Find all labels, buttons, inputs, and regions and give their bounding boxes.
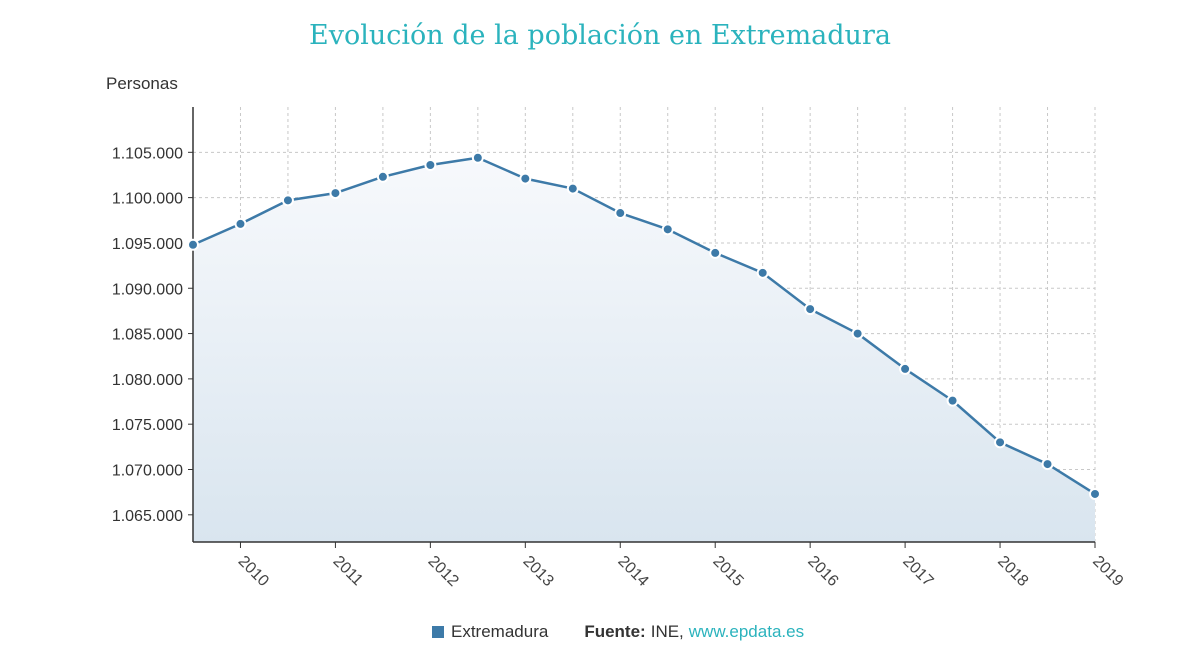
data-point[interactable]: [519, 172, 532, 185]
data-point[interactable]: [471, 151, 484, 164]
data-point[interactable]: [756, 266, 769, 279]
series-area: [193, 157, 1095, 542]
x-tick-label: 2018: [994, 553, 1031, 590]
data-point[interactable]: [329, 187, 342, 200]
y-axis-label: Personas: [106, 74, 178, 93]
x-tick-label: 2011: [330, 553, 366, 589]
source-label: Fuente:: [584, 622, 646, 641]
points-layer: [187, 151, 1101, 500]
series-line-extremadura: [192, 156, 1096, 496]
chart-title: Evolución de la población en Extremadura: [309, 20, 891, 51]
data-point[interactable]: [946, 394, 959, 407]
x-tick-label: 2016: [804, 553, 841, 590]
legend-swatch: [432, 626, 444, 638]
y-tick-label: 1.090.000: [112, 281, 183, 298]
data-point[interactable]: [234, 217, 247, 230]
x-tick-label: 2015: [709, 553, 746, 590]
x-tick-label: 2017: [899, 553, 936, 590]
source-value: INE,: [650, 622, 684, 641]
y-tick-label: 1.095.000: [112, 236, 183, 253]
y-tick-label: 1.080.000: [112, 372, 183, 389]
y-tick-label: 1.070.000: [112, 463, 183, 480]
data-point[interactable]: [376, 170, 389, 183]
y-tick-label: 1.105.000: [112, 145, 183, 162]
y-tick-label: 1.075.000: [112, 417, 183, 434]
x-tick-label: 2010: [235, 553, 272, 590]
data-point[interactable]: [709, 246, 722, 259]
data-point[interactable]: [994, 436, 1007, 449]
series-line-layer: [192, 156, 1096, 496]
legend: Extremadura Fuente: INE, www.epdata.es: [432, 622, 804, 642]
y-tick-label: 1.085.000: [112, 327, 183, 344]
data-point[interactable]: [899, 362, 912, 375]
area-fill: [193, 157, 1095, 542]
data-point[interactable]: [566, 182, 579, 195]
data-point[interactable]: [851, 327, 864, 340]
data-point[interactable]: [1041, 458, 1054, 471]
y-tick-label: 1.100.000: [112, 191, 183, 208]
x-tick-label: 2013: [519, 553, 556, 590]
x-tick-label: 2012: [425, 553, 462, 590]
data-point[interactable]: [281, 194, 294, 207]
source-link[interactable]: www.epdata.es: [688, 622, 805, 641]
data-point[interactable]: [187, 238, 199, 251]
data-point[interactable]: [1089, 487, 1101, 500]
y-tick-label: 1.065.000: [112, 508, 183, 525]
data-point[interactable]: [661, 223, 674, 236]
data-point[interactable]: [424, 159, 437, 171]
x-tick-label: 2019: [1089, 553, 1126, 590]
x-tick-label: 2014: [614, 553, 651, 590]
data-point[interactable]: [614, 207, 627, 220]
legend-label[interactable]: Extremadura: [451, 622, 549, 641]
axes: [188, 107, 1096, 548]
data-point[interactable]: [804, 303, 817, 316]
